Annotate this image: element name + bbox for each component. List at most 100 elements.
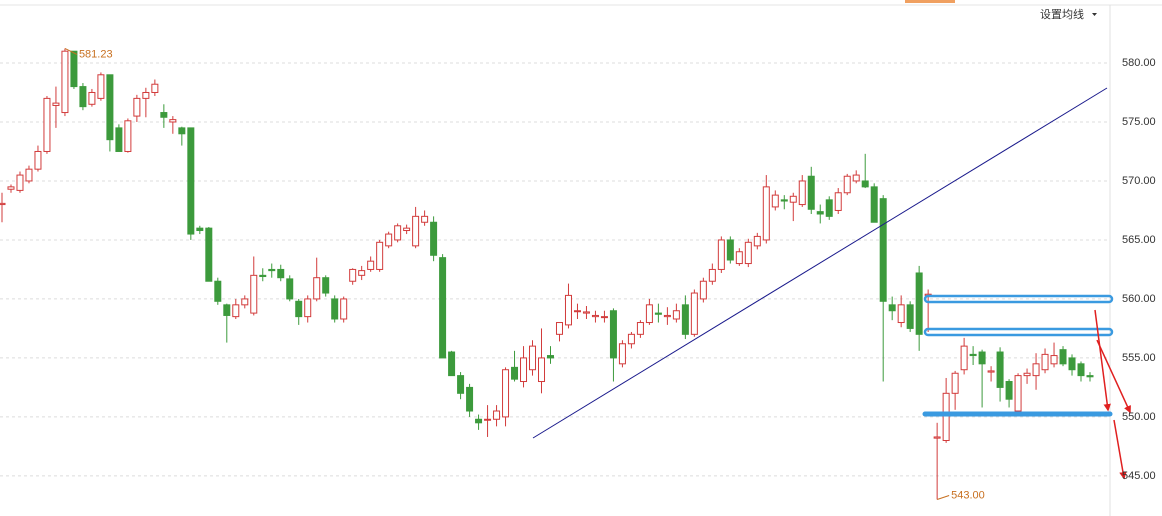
annotation-pointer — [936, 495, 950, 500]
candle-body — [816, 211, 824, 215]
annotation-pointer — [64, 48, 78, 55]
candle-body — [663, 314, 671, 318]
candle-body — [1032, 363, 1040, 377]
candle-body — [205, 227, 213, 282]
candle-body — [61, 50, 69, 114]
candle-body — [394, 225, 402, 241]
candle-body — [97, 74, 105, 99]
candle-body — [609, 310, 617, 359]
y-tick-label: 560.00 — [1122, 293, 1156, 305]
candle-body — [591, 314, 599, 318]
candle-body — [1068, 357, 1076, 371]
candle-body — [735, 251, 743, 265]
candle-body — [780, 199, 788, 202]
candle-body — [690, 292, 698, 335]
candle-body — [636, 322, 644, 335]
candle-body — [789, 195, 797, 203]
y-tick-label: 565.00 — [1122, 234, 1156, 246]
candle-body — [502, 369, 510, 418]
candle-body — [843, 175, 851, 194]
candle-body — [1086, 375, 1094, 378]
candle-body — [1005, 381, 1013, 400]
candle-body — [933, 436, 941, 439]
candle-body — [295, 300, 303, 318]
y-tick-label: 545.00 — [1122, 470, 1156, 482]
candle-body — [852, 174, 860, 182]
candle-body — [645, 304, 653, 324]
candle-body — [807, 175, 815, 210]
resistance-box — [923, 294, 1114, 304]
candle-body — [870, 186, 878, 223]
annotation-label: 581.23 — [79, 48, 113, 60]
candle-body — [466, 386, 474, 412]
candle-body — [897, 304, 905, 324]
candle-body — [555, 322, 563, 335]
candle-body — [493, 410, 501, 420]
candle-body — [996, 351, 1004, 388]
candle-body — [1050, 355, 1058, 365]
candle-body — [151, 83, 159, 93]
candle-body — [717, 239, 725, 270]
y-tick-label: 575.00 — [1122, 116, 1156, 128]
candle-body — [1023, 372, 1031, 377]
candle-body — [978, 351, 986, 365]
candle-body — [52, 102, 60, 106]
top-tab — [905, 0, 955, 3]
candle-body — [232, 304, 240, 318]
candle-body — [223, 304, 231, 316]
candle-body — [340, 298, 348, 320]
candle-body — [618, 343, 626, 365]
candle-body — [1059, 349, 1067, 365]
candle-body — [708, 268, 716, 282]
candle-body — [187, 127, 195, 235]
candle-body — [259, 274, 267, 278]
candle-body — [906, 304, 914, 329]
candle-body — [511, 366, 519, 380]
candle-body — [385, 233, 393, 247]
ma-button[interactable]: 设置均线 — [1040, 7, 1084, 21]
candle-body — [43, 97, 51, 152]
resistance-box — [923, 327, 1114, 337]
candle-body — [439, 257, 447, 359]
candle-body — [7, 186, 15, 190]
candle-body — [115, 127, 123, 152]
candle-body — [564, 294, 572, 326]
candle-body — [196, 227, 204, 232]
candle-body — [277, 268, 285, 279]
candle-body — [322, 277, 330, 294]
candle-body — [286, 278, 294, 300]
candle-body — [987, 370, 995, 373]
candle-body — [798, 180, 806, 206]
y-tick-label: 555.00 — [1122, 352, 1156, 364]
candle-body — [34, 150, 42, 170]
candle-body — [70, 50, 78, 88]
candle-body — [529, 345, 537, 371]
candle-body — [16, 174, 24, 191]
candle-body — [582, 311, 590, 314]
candle-body — [475, 418, 483, 424]
candle-body — [178, 127, 186, 135]
candle-body — [304, 298, 312, 318]
candle-body — [1077, 363, 1085, 377]
candle-body — [133, 97, 141, 117]
y-tick-label: 550.00 — [1122, 411, 1156, 423]
candle-body — [520, 357, 528, 383]
candle-body — [349, 268, 357, 282]
candle-body — [672, 310, 680, 320]
candle-body — [771, 194, 779, 208]
candle-body — [160, 112, 168, 118]
candle-body — [421, 215, 429, 223]
candles — [0, 48, 1094, 500]
dropdown-icon[interactable] — [1092, 13, 1097, 16]
y-tick-label: 570.00 — [1122, 175, 1156, 187]
candle-body — [484, 418, 492, 421]
candle-body — [1014, 375, 1022, 412]
arrow — [1094, 309, 1111, 412]
candle-body — [573, 310, 581, 313]
candle-body — [376, 241, 384, 270]
candle-body — [744, 241, 752, 265]
candle-body — [699, 280, 707, 300]
candle-body — [268, 268, 276, 272]
candle-body — [358, 270, 366, 276]
